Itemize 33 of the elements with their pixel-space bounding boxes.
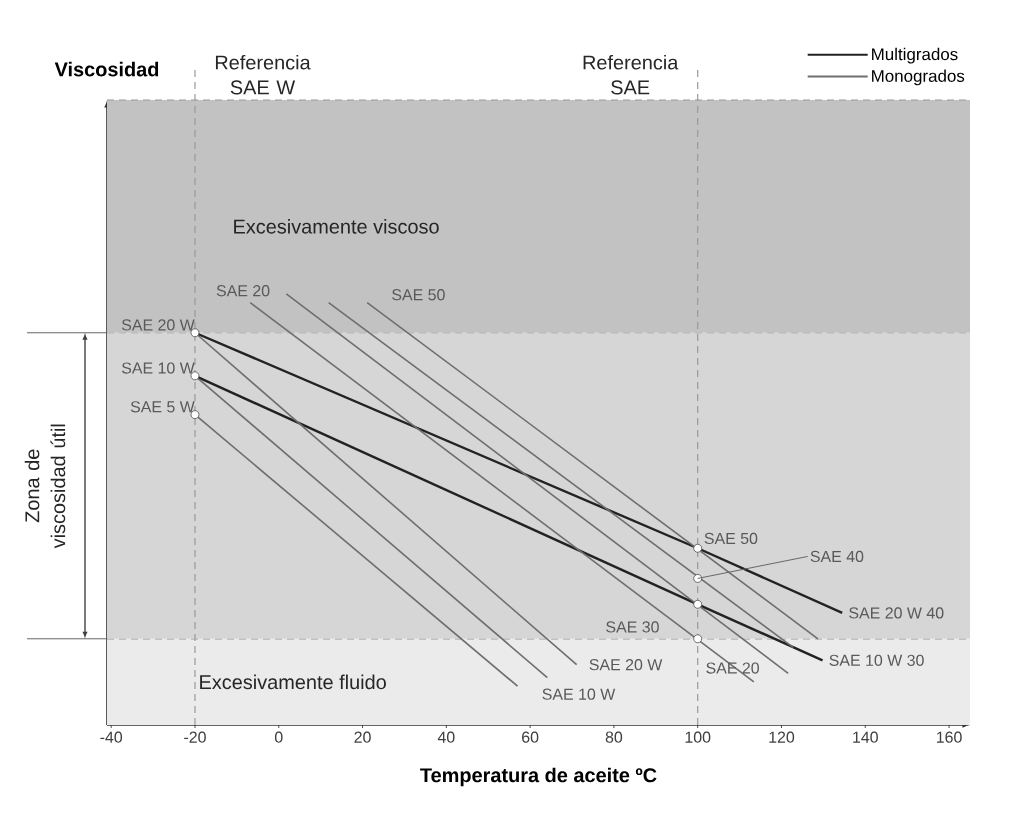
band-label: Excesivamente fluido: [200, 674, 386, 690]
text: Viscosidad: [54, 61, 159, 77]
annotation: SAE 5 W: [130, 401, 195, 413]
x-tick-label: 140: [853, 731, 878, 743]
annotation: SAE 40: [810, 550, 864, 563]
annotation: SAE 20: [216, 285, 270, 297]
annotation: SAE 20 W: [589, 659, 663, 671]
band-label: Zona de viscosidad útil: [24, 424, 66, 549]
annotation: SAE 20 W: [121, 319, 195, 331]
x-tick-label: 40: [437, 731, 455, 743]
annotation: SAE 10 W: [121, 362, 195, 374]
annotation: SAE 30: [606, 621, 659, 633]
ref-line-label: Referencia SAE: [583, 54, 679, 95]
annotation: SAE 10 W: [542, 688, 616, 700]
x-tick-label: 60: [522, 731, 539, 743]
band-label: Excesivamente viscoso: [234, 219, 439, 234]
x-tick-label: 0: [274, 731, 283, 743]
x-tick-label: -20: [184, 731, 206, 743]
legend-label: Multigrados: [872, 47, 958, 64]
x-tick-label: 160: [936, 731, 962, 743]
annotation: SAE 50: [704, 532, 758, 545]
annotation: SAE 10 W 30: [829, 654, 924, 666]
legend-label: Monogrados: [872, 69, 965, 86]
annotation: SAE 20 W 40: [849, 607, 944, 619]
x-tick-label: -40: [100, 731, 123, 743]
x-tick-label: 80: [605, 731, 623, 743]
x-tick-label: 100: [685, 731, 711, 743]
x-tick-label: 20: [354, 731, 371, 743]
annotation: SAE 20: [706, 662, 759, 674]
annotation: SAE 50: [392, 289, 445, 301]
ref-line-label: Referencia SAE W: [215, 54, 311, 95]
x-axis-title: Temperatura de aceite ºC: [420, 767, 657, 787]
x-tick-label: 120: [769, 731, 795, 743]
